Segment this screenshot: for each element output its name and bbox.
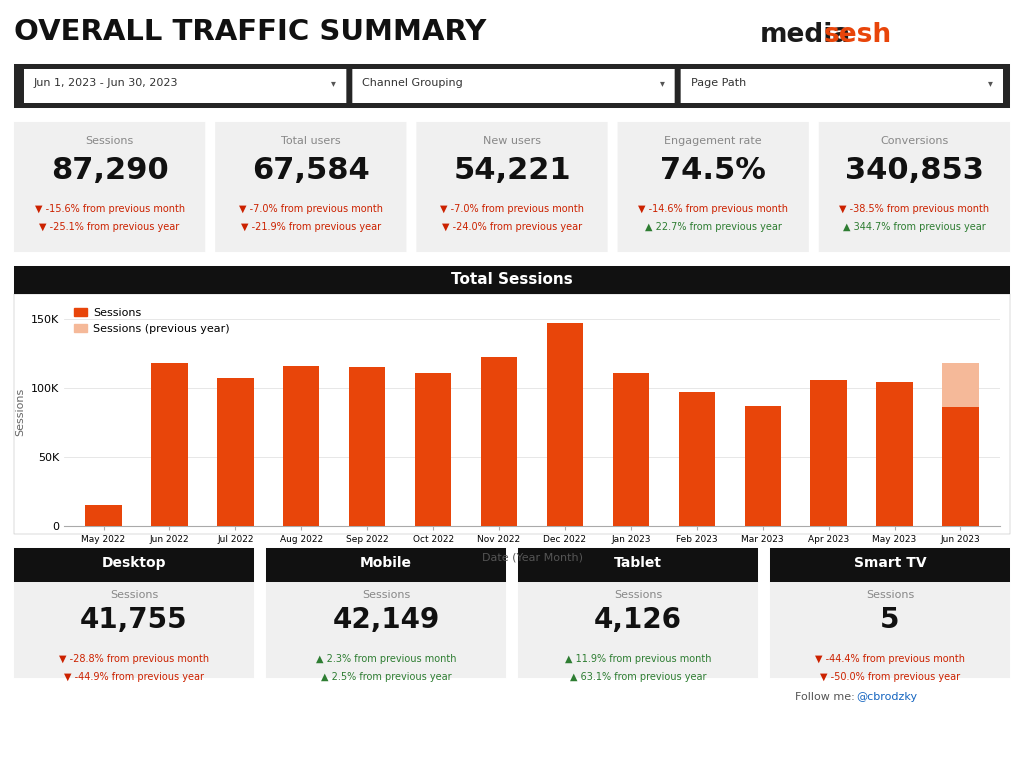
Text: Desktop: Desktop (101, 556, 166, 570)
FancyBboxPatch shape (14, 548, 254, 678)
X-axis label: Date (Year Month): Date (Year Month) (481, 552, 583, 562)
Bar (810, 379, 847, 526)
FancyBboxPatch shape (266, 565, 506, 582)
FancyBboxPatch shape (215, 122, 407, 252)
Bar (547, 323, 583, 526)
Text: ▼ -44.4% from previous month: ▼ -44.4% from previous month (815, 654, 965, 664)
Text: ▼ -15.6% from previous month: ▼ -15.6% from previous month (35, 204, 184, 214)
Text: ▼ -50.0% from previous year: ▼ -50.0% from previous year (820, 672, 961, 682)
Text: ▼ -7.0% from previous month: ▼ -7.0% from previous month (440, 204, 584, 214)
Bar (481, 357, 517, 526)
Text: ▲ 2.3% from previous month: ▲ 2.3% from previous month (315, 654, 457, 664)
Text: ▲ 2.5% from previous year: ▲ 2.5% from previous year (321, 672, 452, 682)
Text: @cbrodzky: @cbrodzky (856, 692, 918, 702)
Text: ▲ 11.9% from previous month: ▲ 11.9% from previous month (565, 654, 712, 664)
Bar (284, 366, 319, 526)
FancyBboxPatch shape (417, 122, 607, 252)
Text: 54,221: 54,221 (454, 156, 570, 185)
Text: ▼ -14.6% from previous month: ▼ -14.6% from previous month (638, 204, 788, 214)
Text: 87,290: 87,290 (51, 156, 169, 185)
Text: ▲ 344.7% from previous year: ▲ 344.7% from previous year (843, 222, 986, 232)
Text: ▼ -24.0% from previous year: ▼ -24.0% from previous year (442, 222, 582, 232)
FancyBboxPatch shape (681, 69, 1002, 103)
Text: Smart TV: Smart TV (854, 556, 927, 570)
Text: ▼ -25.1% from previous year: ▼ -25.1% from previous year (40, 222, 180, 232)
FancyBboxPatch shape (14, 565, 254, 582)
Bar (942, 363, 979, 526)
Text: ▼ -7.0% from previous month: ▼ -7.0% from previous month (239, 204, 383, 214)
Text: Channel Grouping: Channel Grouping (362, 78, 463, 88)
FancyBboxPatch shape (770, 548, 1010, 582)
FancyBboxPatch shape (352, 69, 675, 103)
Text: Total Sessions: Total Sessions (452, 272, 572, 287)
Text: ▾: ▾ (988, 78, 993, 88)
FancyBboxPatch shape (14, 64, 1010, 108)
FancyBboxPatch shape (14, 122, 205, 252)
Text: ▲ 22.7% from previous year: ▲ 22.7% from previous year (645, 222, 781, 232)
FancyBboxPatch shape (266, 548, 506, 582)
Text: Sessions: Sessions (85, 136, 134, 146)
Text: Conversions: Conversions (881, 136, 948, 146)
Text: ▼ -38.5% from previous month: ▼ -38.5% from previous month (840, 204, 989, 214)
Text: 42,149: 42,149 (333, 606, 439, 634)
Text: ▼ -21.9% from previous year: ▼ -21.9% from previous year (241, 222, 381, 232)
Text: Total users: Total users (281, 136, 341, 146)
Text: 5: 5 (881, 606, 900, 634)
Bar (415, 372, 452, 526)
Text: ▾: ▾ (332, 78, 336, 88)
Text: Sessions: Sessions (613, 590, 663, 600)
Text: Sessions: Sessions (361, 590, 411, 600)
Text: Page Path: Page Path (690, 78, 745, 88)
Y-axis label: Sessions: Sessions (15, 388, 26, 436)
FancyBboxPatch shape (770, 565, 1010, 582)
FancyBboxPatch shape (14, 548, 254, 582)
FancyBboxPatch shape (518, 565, 758, 582)
Text: Follow me:: Follow me: (795, 692, 858, 702)
FancyBboxPatch shape (14, 266, 1010, 294)
Bar (877, 382, 912, 526)
Text: Engagement rate: Engagement rate (665, 136, 762, 146)
Text: sesh: sesh (824, 22, 892, 48)
Text: ▾: ▾ (659, 78, 665, 88)
Text: ▼ -44.9% from previous year: ▼ -44.9% from previous year (63, 672, 204, 682)
Text: OVERALL TRAFFIC SUMMARY: OVERALL TRAFFIC SUMMARY (14, 18, 486, 46)
Text: Mobile: Mobile (360, 556, 412, 570)
Bar (152, 363, 187, 526)
Bar (942, 407, 979, 526)
Bar (679, 392, 715, 526)
Text: 74.5%: 74.5% (660, 156, 766, 185)
Text: Sessions: Sessions (866, 590, 914, 600)
FancyBboxPatch shape (617, 122, 809, 252)
FancyBboxPatch shape (518, 548, 758, 678)
Bar (349, 367, 385, 526)
Text: 67,584: 67,584 (252, 156, 370, 185)
Bar (877, 505, 912, 526)
Legend: Sessions, Sessions (previous year): Sessions, Sessions (previous year) (70, 303, 233, 338)
FancyBboxPatch shape (819, 122, 1010, 252)
FancyBboxPatch shape (770, 548, 1010, 678)
Text: Sessions: Sessions (110, 590, 158, 600)
Text: media: media (760, 22, 851, 48)
Bar (612, 372, 649, 526)
Text: Jun 1, 2023 - Jun 30, 2023: Jun 1, 2023 - Jun 30, 2023 (34, 78, 178, 88)
Text: 340,853: 340,853 (845, 156, 984, 185)
FancyBboxPatch shape (266, 548, 506, 678)
Text: 4,126: 4,126 (594, 606, 682, 634)
FancyBboxPatch shape (14, 294, 1010, 534)
Text: New users: New users (483, 136, 541, 146)
Text: Tablet: Tablet (614, 556, 662, 570)
Text: ▼ -28.8% from previous month: ▼ -28.8% from previous month (59, 654, 209, 664)
Bar (85, 505, 122, 526)
Text: 41,755: 41,755 (80, 606, 187, 634)
Bar (217, 378, 254, 526)
Text: ▲ 63.1% from previous year: ▲ 63.1% from previous year (569, 672, 707, 682)
FancyBboxPatch shape (518, 548, 758, 582)
Bar (744, 406, 781, 526)
FancyBboxPatch shape (24, 69, 346, 103)
